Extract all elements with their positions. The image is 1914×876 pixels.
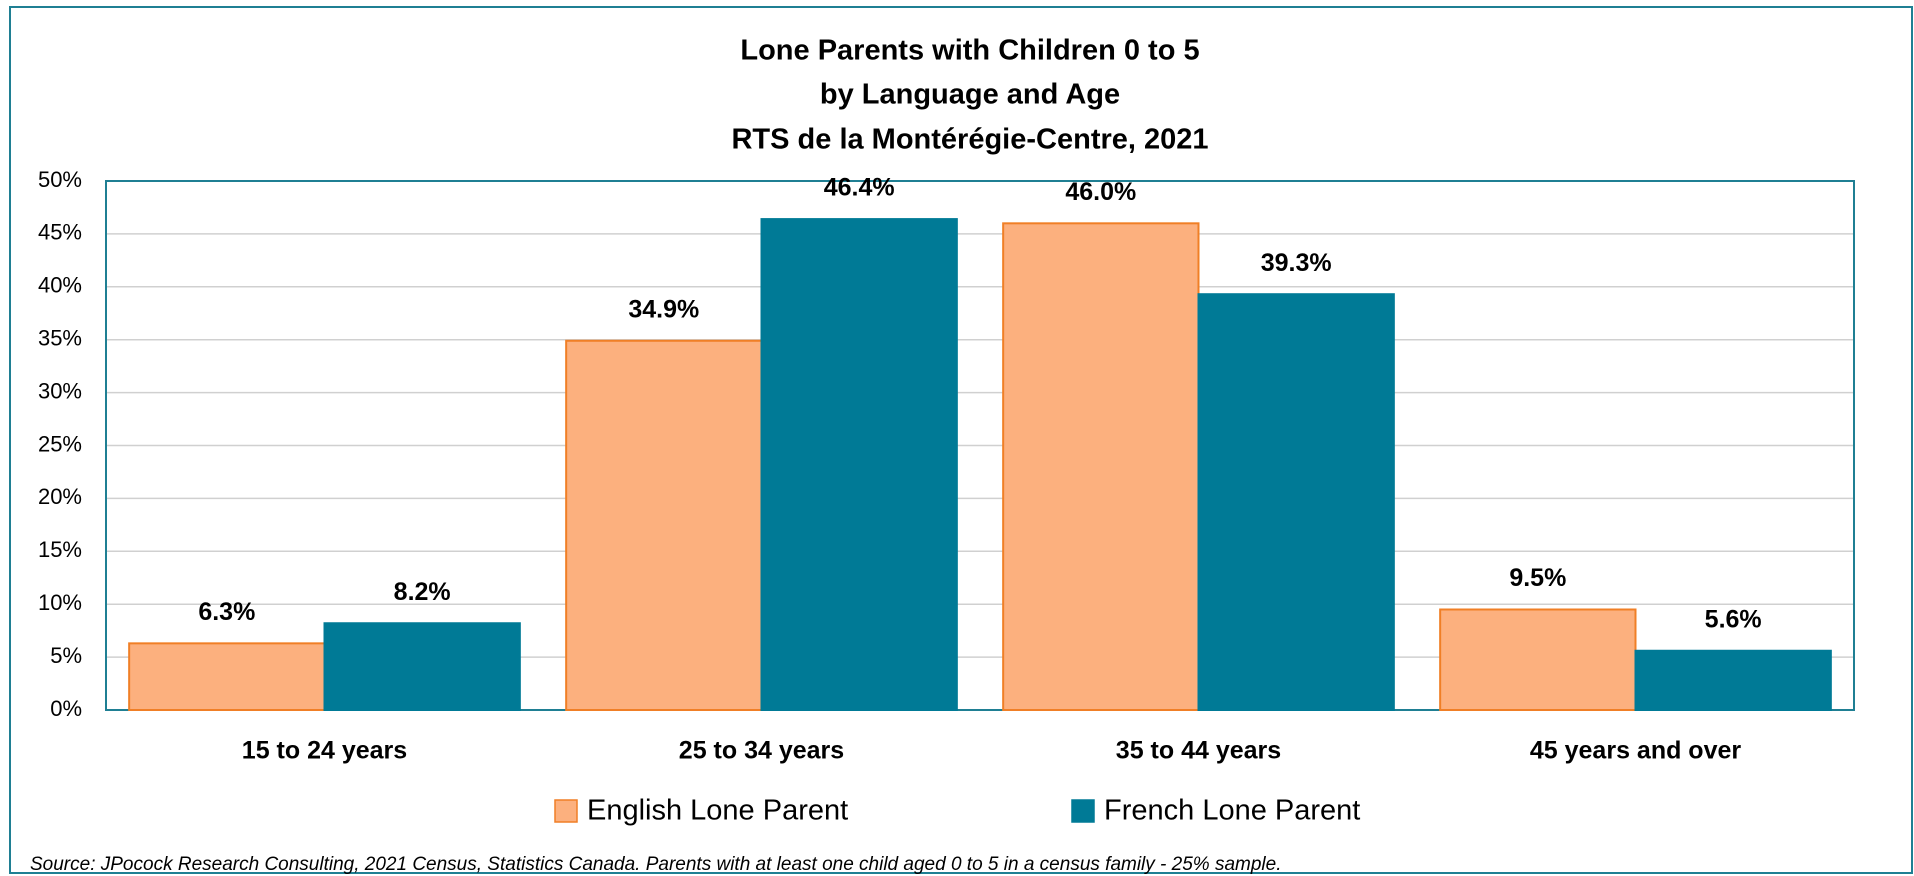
y-tick-label: 40% xyxy=(38,273,82,298)
y-tick-label: 10% xyxy=(38,590,82,615)
y-tick-label: 35% xyxy=(38,326,82,351)
bar xyxy=(760,218,958,711)
y-tick-label: 5% xyxy=(50,643,82,668)
bar xyxy=(1439,608,1637,711)
chart-title: RTS de la Montérégie-Centre, 2021 xyxy=(731,124,1208,156)
legend-label: French Lone Parent xyxy=(1104,795,1360,827)
x-tick-label: 15 to 24 years xyxy=(242,737,407,765)
y-tick-label: 15% xyxy=(38,537,82,562)
y-tick-label: 20% xyxy=(38,484,82,509)
source-note: Source: JPocock Research Consulting, 202… xyxy=(30,854,1282,875)
plot-frame xyxy=(105,180,1855,711)
bar xyxy=(1634,649,1832,712)
x-tick-label: 35 to 44 years xyxy=(1116,737,1281,765)
chart-frame xyxy=(9,6,1913,874)
x-tick-label: 25 to 34 years xyxy=(679,737,844,765)
chart-title: Lone Parents with Children 0 to 5 xyxy=(740,35,1199,67)
data-label: 9.5% xyxy=(1509,564,1566,592)
y-tick-label: 50% xyxy=(38,167,82,192)
data-label: 8.2% xyxy=(394,578,451,606)
bar xyxy=(1002,222,1200,711)
y-tick-label: 25% xyxy=(38,431,82,456)
bar xyxy=(565,339,763,711)
data-label: 6.3% xyxy=(198,598,255,626)
bar xyxy=(1197,293,1395,711)
y-tick-label: 0% xyxy=(50,696,82,721)
chart-title: by Language and Age xyxy=(820,79,1120,111)
data-label: 39.3% xyxy=(1261,249,1332,277)
data-label: 34.9% xyxy=(628,295,699,323)
legend-swatch xyxy=(1071,799,1095,823)
bar xyxy=(128,642,326,712)
data-label: 46.0% xyxy=(1065,178,1136,206)
legend-swatch xyxy=(554,799,578,823)
y-tick-label: 45% xyxy=(38,220,82,245)
data-label: 46.4% xyxy=(824,174,895,202)
legend-label: English Lone Parent xyxy=(587,795,848,827)
x-tick-label: 45 years and over xyxy=(1530,737,1742,765)
bar xyxy=(323,622,521,712)
y-tick-label: 30% xyxy=(38,378,82,403)
data-label: 5.6% xyxy=(1705,605,1762,633)
